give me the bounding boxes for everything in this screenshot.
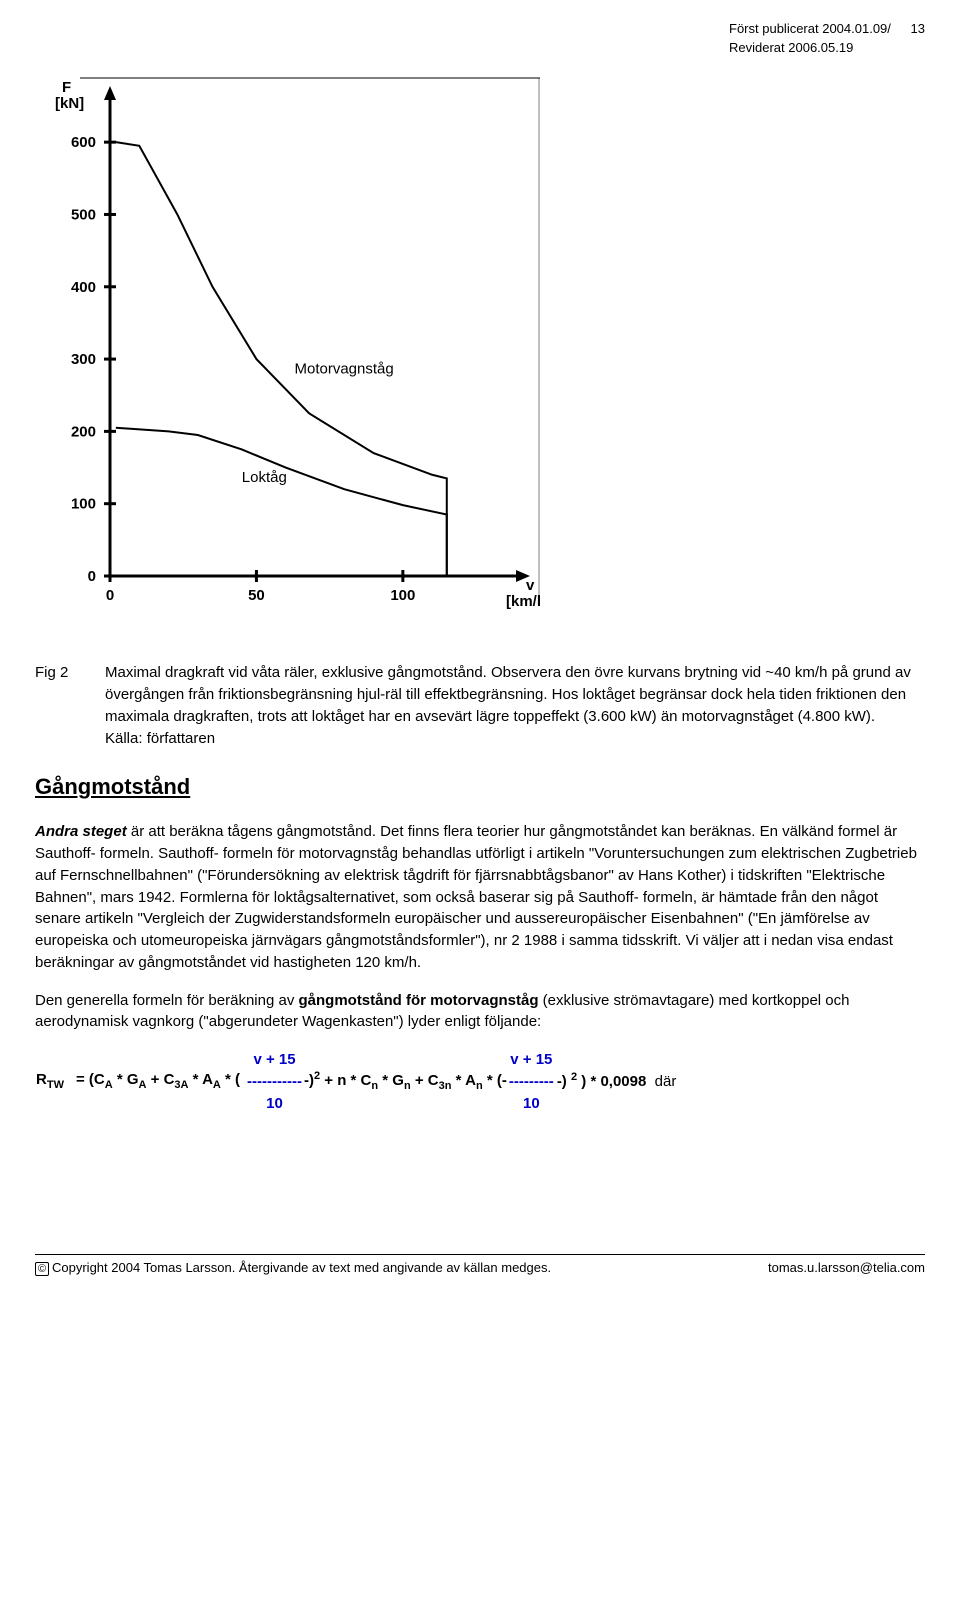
para2-bold: gångmotstånd för motorvagnståg <box>298 992 538 1009</box>
pub-line-2: Reviderat 2006.05.19 <box>729 40 853 55</box>
svg-text:100: 100 <box>390 587 415 604</box>
pub-line-1: Först publicerat 2004.01.09/ <box>729 21 891 36</box>
page-footer: ©Copyright 2004 Tomas Larsson. Återgivan… <box>35 1254 925 1278</box>
footer-right: tomas.u.larsson@telia.com <box>768 1259 925 1278</box>
figure-text: Maximal dragkraft vid våta räler, exklus… <box>105 662 925 749</box>
para1-lead: Andra steget <box>35 823 127 840</box>
para1-body: är att beräkna tågens gångmotstånd. Det … <box>35 823 917 971</box>
svg-text:[kN]: [kN] <box>55 95 84 112</box>
force-velocity-chart: 0 100 200 300 400 500 600 0 50 100 F[kN] v[km/h] Mot… <box>40 76 540 636</box>
svg-text:400: 400 <box>71 278 96 295</box>
svg-text:0: 0 <box>106 587 114 604</box>
svg-text:200: 200 <box>71 423 96 440</box>
footer-left-text: Copyright 2004 Tomas Larsson. Återgivand… <box>52 1260 551 1275</box>
svg-text:Motorvagnståg: Motorvagnståg <box>295 360 394 377</box>
page-number: 13 <box>911 20 925 39</box>
copyright-icon: © <box>35 1262 49 1276</box>
frac2-num: v + 15 <box>508 1049 555 1071</box>
footer-left: ©Copyright 2004 Tomas Larsson. Återgivan… <box>35 1259 551 1278</box>
svg-text:300: 300 <box>71 351 96 368</box>
svg-text:600: 600 <box>71 134 96 151</box>
section-title: Gångmotstånd <box>35 771 925 803</box>
paragraph-1: Andra steget är att beräkna tågens gångm… <box>35 821 925 973</box>
svg-text:Loktåg: Loktåg <box>242 469 287 486</box>
frac2-den: 10 <box>523 1095 540 1112</box>
svg-text:50: 50 <box>248 587 265 604</box>
page-header: Först publicerat 2004.01.09/ Reviderat 2… <box>35 20 925 58</box>
formula: RTW = (CA * GA + C3A * AA * ( v + 15 -)2… <box>35 1049 925 1114</box>
svg-text:500: 500 <box>71 206 96 223</box>
svg-text:[km/h]: [km/h] <box>506 593 540 610</box>
formula-lhs-sub: TW <box>47 1079 64 1091</box>
figure-label: Fig 2 <box>35 662 105 749</box>
formula-trail: där <box>655 1073 677 1090</box>
svg-text:0: 0 <box>88 568 96 585</box>
svg-text:v: v <box>526 577 535 594</box>
formula-lhs: R <box>36 1071 47 1088</box>
chart-container: 0 100 200 300 400 500 600 0 50 100 F[kN] v[km/h] Mot… <box>40 76 925 643</box>
svg-text:F: F <box>62 79 71 96</box>
para2-pre: Den generella formeln för beräkning av <box>35 992 298 1009</box>
svg-text:100: 100 <box>71 495 96 512</box>
paragraph-2: Den generella formeln för beräkning av g… <box>35 990 925 1034</box>
frac1-num: v + 15 <box>246 1049 303 1071</box>
frac1-den: 10 <box>266 1095 283 1112</box>
figure-caption: Fig 2 Maximal dragkraft vid våta räler, … <box>35 662 925 749</box>
